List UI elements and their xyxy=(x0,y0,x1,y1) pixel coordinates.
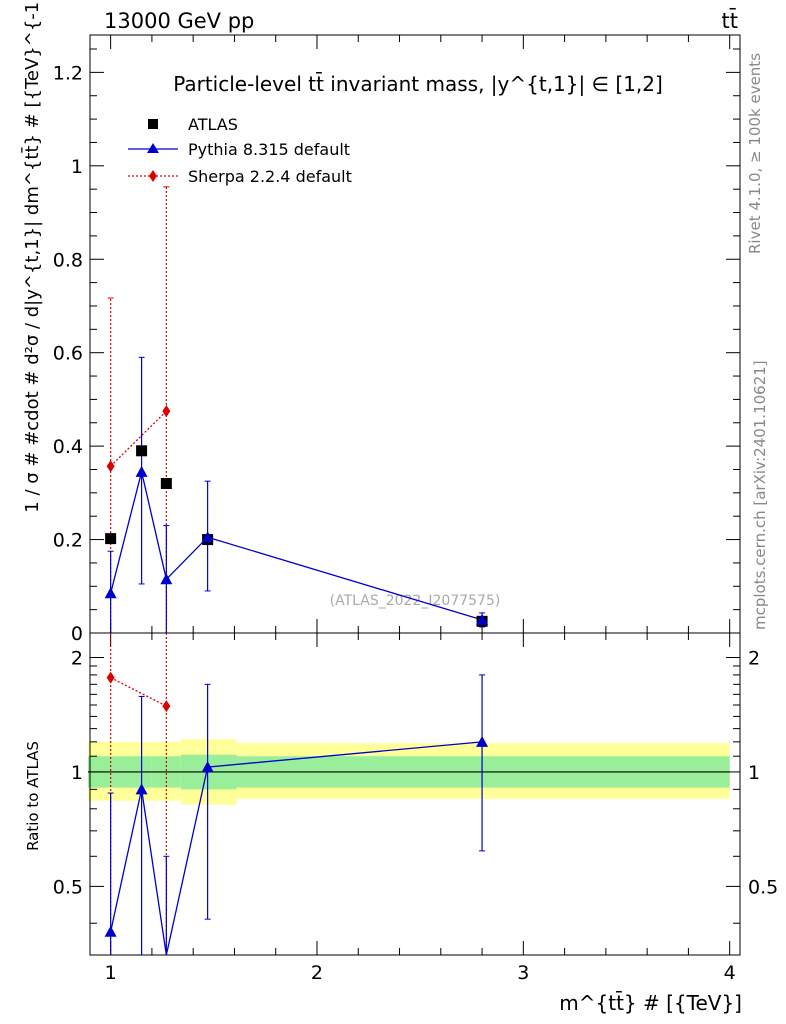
main-panel: Particle-level tt̄ invariant mass, |y^{t… xyxy=(21,0,741,645)
ratio-ytick-label-left: 2 xyxy=(71,648,83,670)
header-right: tt̄ xyxy=(722,8,738,33)
main-ytick-label: 1.2 xyxy=(53,62,83,84)
ratio-xtick-label: 1 xyxy=(105,962,117,984)
ratio-ticks: 0.5 0.5 1 1 2 2 1 2 3 4 xyxy=(53,633,778,984)
ratio-frame xyxy=(89,632,741,956)
watermark: (ATLAS_2022_I2077575) xyxy=(330,593,501,609)
ratio-pythia-point xyxy=(201,761,214,773)
pythia-point xyxy=(201,531,214,543)
sherpa-line xyxy=(110,410,167,467)
atlas-point xyxy=(105,533,117,545)
ratio-ytick-label-left: 1 xyxy=(71,762,83,784)
ratio-ytick-label-right: 1 xyxy=(748,762,760,784)
ratio-pythia-point xyxy=(135,783,148,795)
legend-sherpa-label: Sherpa 2.2.4 default xyxy=(188,167,352,186)
main-ytick-label: 0 xyxy=(71,623,83,645)
ratio-marks xyxy=(104,633,489,956)
ratio-pythia-point xyxy=(104,925,117,937)
legend-atlas-marker xyxy=(148,119,158,129)
ratio-xtick-label: 2 xyxy=(311,962,323,984)
legend: ATLAS Pythia 8.315 default Sherpa 2.2.4 … xyxy=(128,115,352,186)
pythia-point xyxy=(104,587,117,599)
ratio-panel: Ratio to ATLAS m^{tt̄} # [{TeV}] 0.5 0.5 1… xyxy=(24,632,778,1015)
mcplots-label: mcplots.cern.ch [arXiv:2401.10621] xyxy=(751,360,769,630)
legend-item-sherpa: Sherpa 2.2.4 default xyxy=(128,167,352,186)
main-ytick-label: 0.4 xyxy=(53,436,83,458)
atlas-point xyxy=(136,445,148,457)
ratio-ytick-label-right: 2 xyxy=(748,648,760,670)
ratio-xlabel: m^{tt̄} # [{TeV}] xyxy=(559,990,742,1015)
ratio-pythia-point xyxy=(476,735,489,747)
ratio-ytick-label-left: 0.5 xyxy=(53,876,83,898)
rivet-label: Rivet 4.1.0, ≥ 100k events xyxy=(746,53,764,254)
ratio-sherpa-line xyxy=(110,677,167,707)
main-ticks: 0 0.2 0.4 0.6 0.8 1 1.2 xyxy=(53,35,740,645)
legend-atlas-label: ATLAS xyxy=(188,115,238,134)
legend-sherpa-marker xyxy=(149,170,157,182)
main-ytick-label: 0.8 xyxy=(53,249,83,271)
main-marks xyxy=(104,186,489,633)
main-ytick-label: 1 xyxy=(71,156,83,178)
main-title: Particle-level tt̄ invariant mass, |y^{t… xyxy=(173,71,663,96)
legend-pythia-label: Pythia 8.315 default xyxy=(188,140,350,159)
main-ylabel: 1 / σ # #cdot # d²σ / d|y^{t,1}| dm^{tt̄… xyxy=(21,0,43,513)
main-ytick-label: 0.6 xyxy=(53,343,83,365)
legend-item-atlas: ATLAS xyxy=(148,115,238,134)
ratio-xtick-label: 4 xyxy=(724,962,736,984)
ratio-xtick-label: 3 xyxy=(517,962,529,984)
legend-pythia-marker xyxy=(147,143,159,153)
ratio-ytick-label-right: 0.5 xyxy=(748,876,778,898)
ratio-sherpa-point xyxy=(106,671,115,684)
atlas-point xyxy=(160,478,172,489)
ratio-sherpa-point xyxy=(162,700,171,713)
ratio-bands xyxy=(87,739,730,805)
pythia-point xyxy=(160,573,173,585)
sherpa-point xyxy=(162,405,171,418)
header-left: 13000 GeV pp xyxy=(104,9,254,33)
sherpa-point xyxy=(106,460,115,473)
ratio-ylabel: Ratio to ATLAS xyxy=(24,741,42,851)
pythia-point xyxy=(476,613,489,625)
legend-item-pythia: Pythia 8.315 default xyxy=(128,140,350,159)
main-ytick-label: 0.2 xyxy=(53,530,83,552)
pythia-point xyxy=(135,465,148,477)
